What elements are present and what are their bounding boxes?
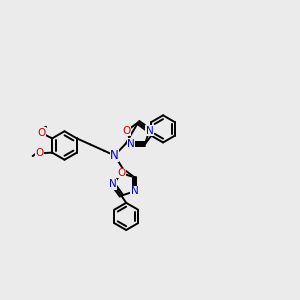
Text: N: N [109, 179, 117, 189]
Text: N: N [110, 149, 119, 162]
Text: N: N [131, 186, 139, 196]
Text: O: O [35, 148, 44, 158]
Text: O: O [117, 168, 125, 178]
Text: O: O [123, 126, 131, 136]
Text: N: N [127, 139, 135, 149]
Text: N: N [146, 126, 153, 136]
Text: O: O [38, 128, 46, 138]
